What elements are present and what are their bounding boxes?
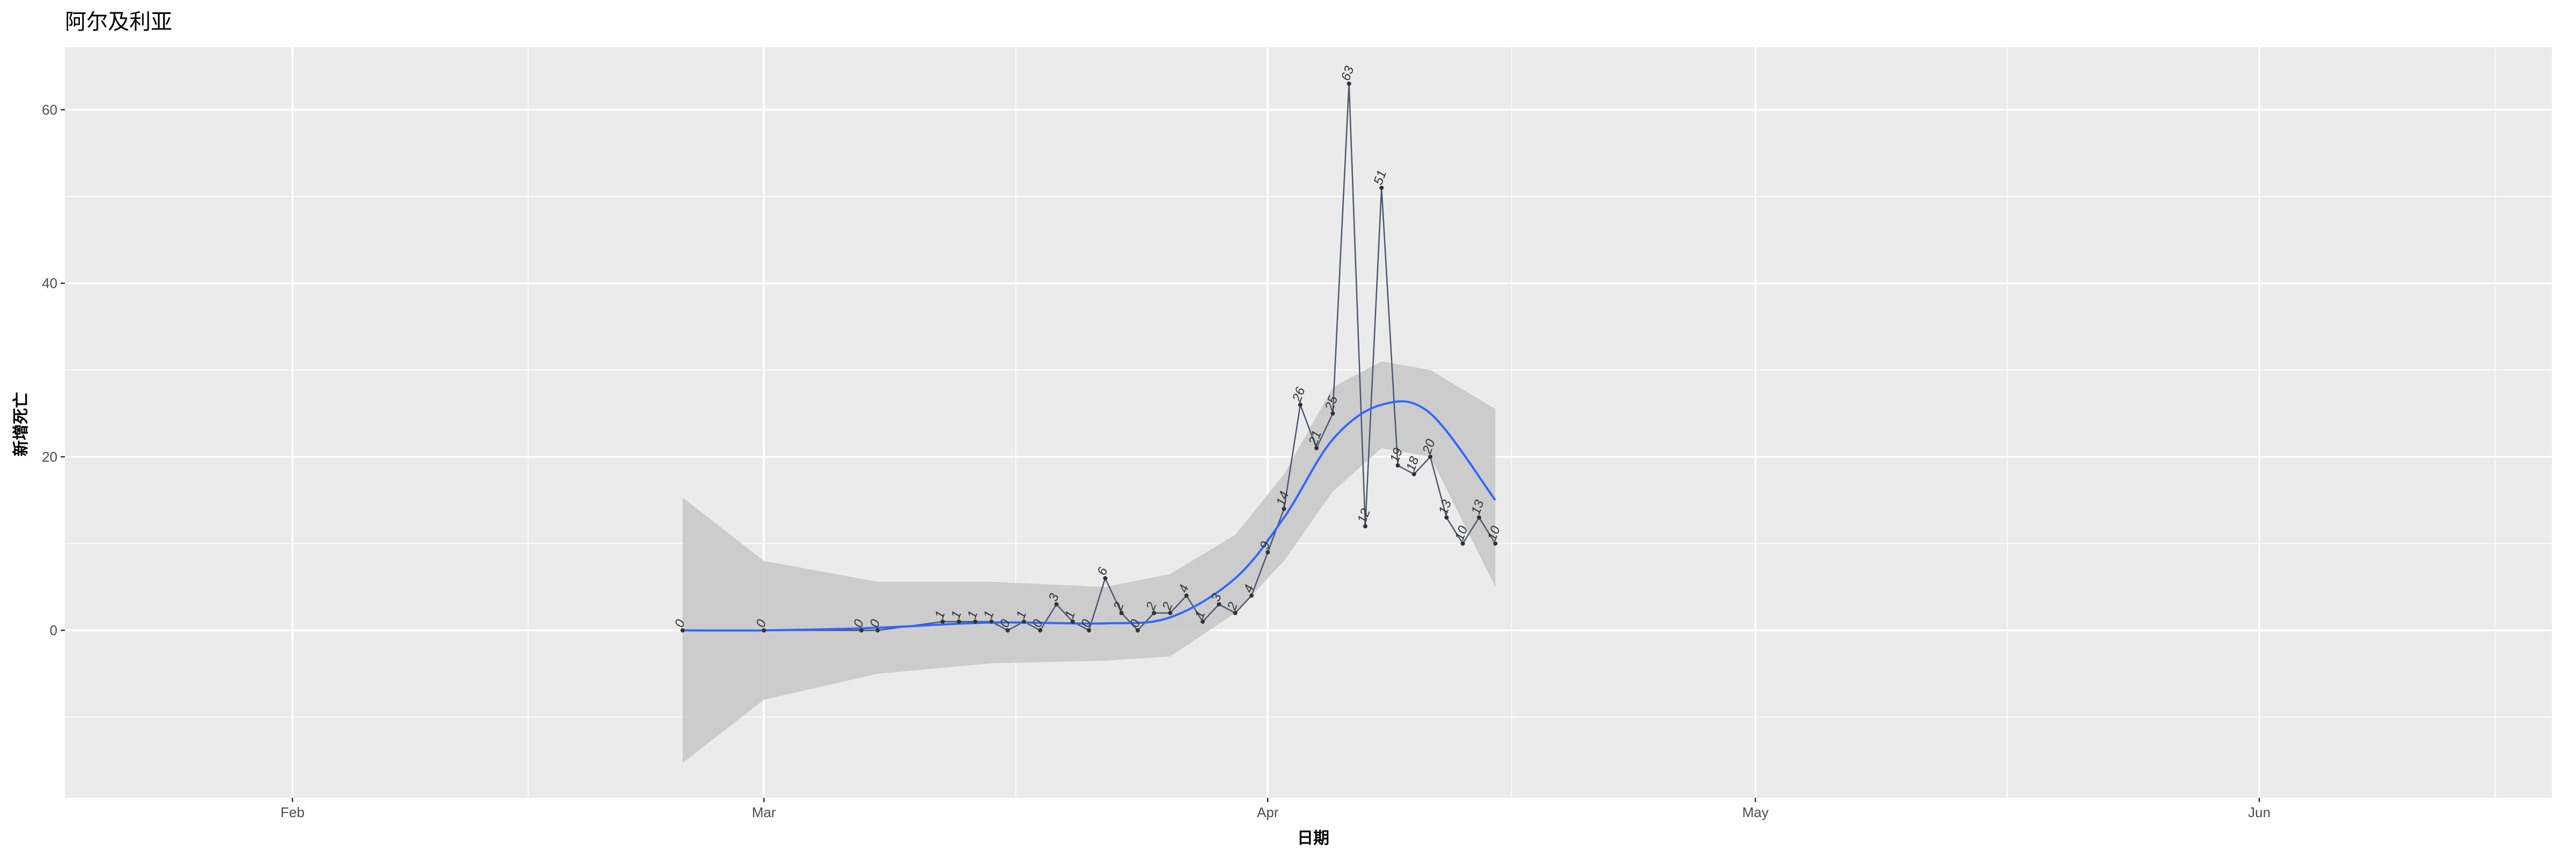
axes: Feb Mar Apr May Jun 0 20 40 60 bbox=[42, 101, 2271, 820]
data-point bbox=[973, 619, 978, 624]
x-tick-label: May bbox=[1742, 804, 1768, 820]
y-tick-label: 0 bbox=[50, 622, 57, 638]
chart-title: 阿尔及利亚 bbox=[65, 10, 172, 34]
y-tick-label: 60 bbox=[42, 101, 57, 118]
data-point bbox=[1346, 81, 1351, 86]
data-point bbox=[1298, 402, 1302, 407]
data-point bbox=[1087, 628, 1092, 633]
smooth-line bbox=[682, 400, 1496, 632]
data-point bbox=[1103, 576, 1108, 581]
data-point bbox=[1330, 411, 1335, 416]
data-point bbox=[989, 619, 994, 624]
x-tick-label: Feb bbox=[281, 804, 305, 820]
data-point bbox=[1477, 515, 1482, 520]
y-tick-label: 20 bbox=[42, 449, 57, 465]
smooth-trend bbox=[682, 400, 1496, 632]
data-point bbox=[1379, 185, 1384, 190]
data-point bbox=[1411, 472, 1416, 477]
data-point bbox=[1135, 628, 1140, 633]
data-point bbox=[1152, 610, 1157, 615]
data-point bbox=[1444, 515, 1449, 520]
plot-panel bbox=[65, 47, 2552, 798]
data-point bbox=[1005, 628, 1010, 633]
data-point bbox=[1070, 619, 1075, 624]
data-point bbox=[1282, 506, 1286, 511]
x-tick-label: Apr bbox=[1257, 804, 1279, 820]
data-point bbox=[940, 619, 945, 624]
data-point bbox=[875, 628, 880, 633]
data-point bbox=[1249, 593, 1254, 598]
data-point bbox=[956, 619, 961, 624]
minor-gridlines bbox=[65, 47, 2552, 798]
data-point bbox=[1201, 619, 1205, 624]
confidence-band bbox=[682, 361, 1496, 763]
x-tick-label: Jun bbox=[2248, 804, 2271, 820]
data-point bbox=[1021, 619, 1026, 624]
data-point bbox=[859, 628, 864, 633]
x-axis-title: 日期 bbox=[1297, 829, 1329, 848]
data-points bbox=[680, 81, 1498, 633]
data-point bbox=[1054, 602, 1059, 607]
data-point bbox=[1428, 454, 1433, 459]
data-point bbox=[1395, 463, 1400, 468]
data-point bbox=[1168, 610, 1173, 615]
data-point bbox=[1363, 524, 1368, 529]
x-tick-label: Mar bbox=[752, 804, 776, 820]
y-axis-title: 新增死亡 bbox=[12, 392, 31, 456]
data-point bbox=[1184, 593, 1189, 598]
confidence-ribbon bbox=[682, 361, 1496, 763]
data-point bbox=[1233, 610, 1238, 615]
data-point bbox=[1217, 602, 1221, 607]
data-point bbox=[1314, 446, 1319, 450]
data-point bbox=[1493, 541, 1498, 546]
y-tick-label: 40 bbox=[42, 275, 57, 292]
data-point bbox=[1265, 550, 1270, 555]
data-point bbox=[1119, 610, 1124, 615]
data-point bbox=[680, 628, 685, 633]
data-point bbox=[762, 628, 766, 633]
data-point bbox=[1038, 628, 1043, 633]
data-point bbox=[1460, 541, 1465, 546]
